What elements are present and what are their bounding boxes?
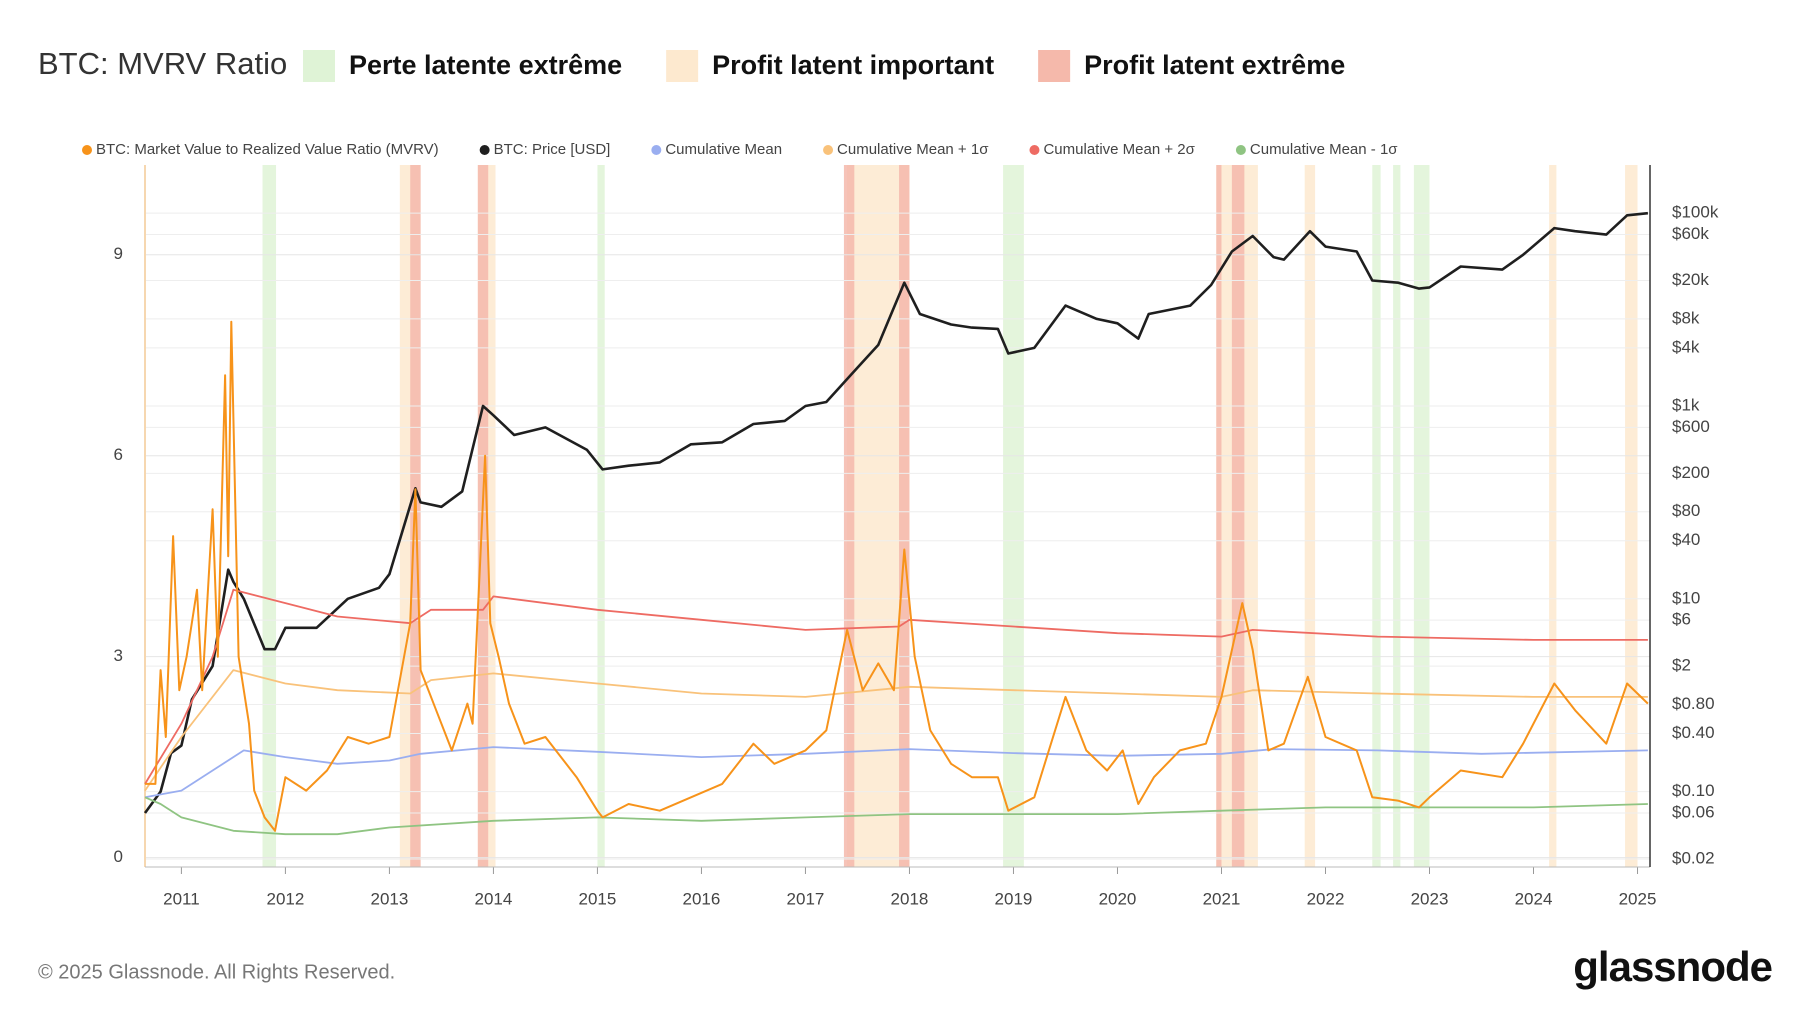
y2-tick-label: $2: [1672, 656, 1691, 675]
y2-tick-label: $100k: [1672, 203, 1719, 222]
y2-tick-label: $20k: [1672, 270, 1709, 289]
zone-band: [1216, 165, 1222, 867]
chart-title: BTC: MVRV Ratio: [38, 46, 287, 81]
legend-label: BTC: Market Value to Realized Value Rati…: [96, 141, 439, 158]
y2-tick-label: $0.06: [1672, 802, 1715, 821]
legend-marker: [82, 145, 92, 155]
zone-band: [262, 165, 277, 867]
x-tick-label: 2020: [1099, 889, 1137, 908]
zone-band: [843, 165, 855, 867]
zone-band: [1372, 165, 1381, 867]
legend-marker: [823, 145, 834, 155]
zone-label: Perte latente extrême: [349, 50, 622, 80]
y2-tick-label: $0.02: [1672, 848, 1715, 867]
zone-label: Profit latent extrême: [1084, 50, 1345, 80]
zone-band: [1625, 165, 1638, 867]
legend-marker: [479, 145, 490, 155]
y2-tick-label: $200: [1672, 463, 1710, 482]
zone-band: [1393, 165, 1401, 867]
footer: © 2025 Glassnode. All Rights Reserved.: [38, 961, 395, 983]
brand-logo: glassnode: [1573, 943, 1772, 990]
zone-swatch: [303, 50, 335, 82]
zone-band: [1003, 165, 1024, 867]
x-tick-label: 2019: [995, 889, 1033, 908]
zone-band: [1304, 165, 1316, 867]
y2-tick-label: $0.80: [1672, 694, 1715, 713]
zone-swatch: [1038, 50, 1071, 82]
zone-band: [899, 165, 910, 867]
x-tick-label: 2021: [1203, 889, 1241, 908]
x-tick-label: 2016: [683, 889, 721, 908]
x-tick-label: 2025: [1619, 889, 1657, 908]
zone-swatch: [666, 50, 699, 82]
series-line: [143, 211, 1649, 814]
series-line: [144, 669, 1648, 792]
x-tick-label: 2024: [1515, 889, 1553, 908]
legend-marker: [1029, 145, 1040, 155]
x-tick-label: 2023: [1411, 889, 1449, 908]
y2-tick-label: $0.40: [1672, 723, 1715, 742]
y2-tick-label: $1k: [1672, 395, 1700, 414]
zone-band: [1549, 165, 1557, 867]
y2-tick-label: $6: [1672, 610, 1691, 629]
zone-band: [597, 165, 605, 867]
x-tick-label: 2018: [891, 889, 929, 908]
legend-label: Cumulative Mean + 2σ: [1043, 141, 1195, 158]
legend-label: Cumulative Mean - 1σ: [1250, 141, 1398, 158]
zone-label: Profit latent important: [712, 50, 994, 80]
series-line: [144, 796, 1648, 836]
y2-tick-label: $600: [1672, 417, 1710, 436]
x-tick-label: 2017: [787, 889, 825, 908]
y-tick-label: 9: [114, 244, 123, 263]
y2-tick-label: $10: [1672, 588, 1700, 607]
x-tick-label: 2022: [1307, 889, 1345, 908]
zone-band: [1231, 165, 1245, 867]
y-tick-label: 0: [114, 847, 123, 866]
x-tick-label: 2014: [475, 889, 513, 908]
legend-label: BTC: Price [USD]: [494, 141, 611, 158]
y2-tick-label: $40: [1672, 530, 1700, 549]
y2-tick-label: $8k: [1672, 308, 1700, 327]
y-tick-label: 6: [114, 445, 123, 464]
y2-tick-label: $0.10: [1672, 781, 1715, 800]
y-tick-label: 3: [114, 646, 123, 665]
series-line: [144, 588, 1648, 785]
y2-tick-label: $4k: [1672, 337, 1700, 356]
x-tick-label: 2015: [579, 889, 617, 908]
legend-marker: [651, 145, 662, 155]
series-line: [145, 320, 1649, 832]
y2-tick-label: $60k: [1672, 224, 1709, 243]
x-tick-label: 2011: [163, 889, 200, 908]
x-tick-label: 2013: [371, 889, 409, 908]
legend-label: Cumulative Mean: [665, 141, 782, 158]
legend-label: Cumulative Mean + 1σ: [837, 141, 989, 158]
legend-marker: [1235, 145, 1246, 155]
zone-band: [1413, 165, 1430, 867]
y2-tick-label: $80: [1672, 501, 1700, 520]
x-tick-label: 2012: [266, 889, 304, 908]
